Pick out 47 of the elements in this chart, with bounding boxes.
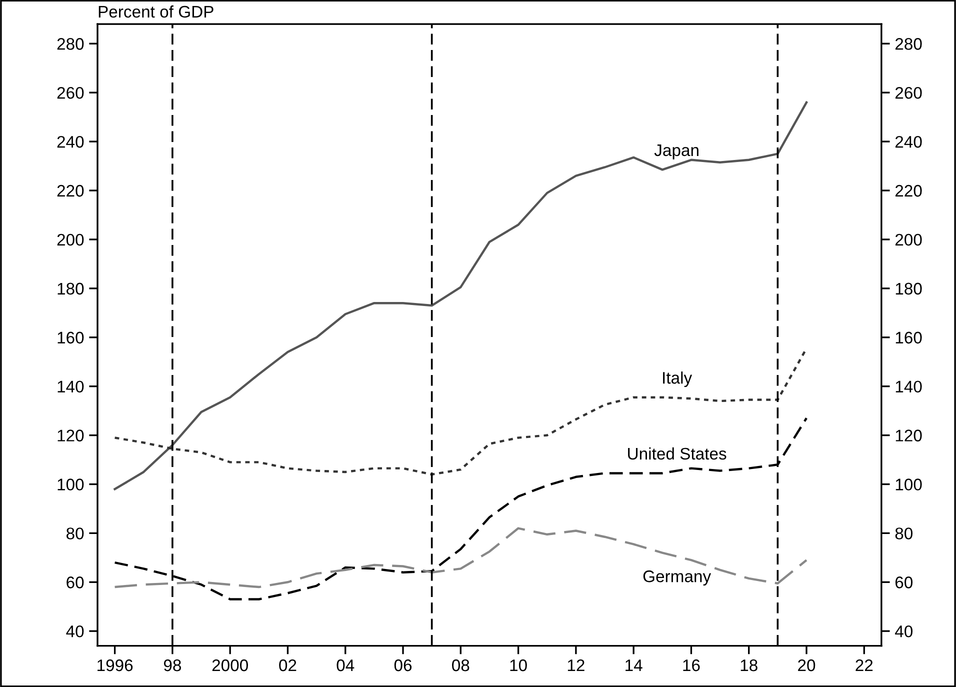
- x-tick-label: 18: [740, 659, 758, 672]
- y2-tick-label: 220: [895, 184, 922, 197]
- y-tick-label: 220: [57, 184, 84, 197]
- y-tick-label: 180: [58, 282, 84, 295]
- y2-tick-label: 160: [896, 332, 922, 344]
- y2-tick-label: 120: [896, 430, 922, 442]
- x-tick-label: 02: [279, 659, 296, 672]
- x-tick-label: 2000: [212, 659, 248, 672]
- y2-tick-label: 40: [895, 625, 913, 638]
- series-label: United States: [628, 447, 726, 460]
- series-label: Italy: [663, 372, 692, 388]
- series-label: Japan: [654, 144, 698, 160]
- x-tick-label: 98: [164, 659, 181, 672]
- series-label: Germany: [643, 570, 712, 586]
- y-tick-label: 140: [58, 380, 84, 393]
- x-tick-label: 10: [510, 659, 527, 672]
- y2-tick-label: 200: [895, 234, 922, 246]
- y2-tick-label: 60: [895, 576, 913, 588]
- y-tick-label: 60: [66, 576, 84, 588]
- x-tick-label: 22: [856, 659, 873, 672]
- line-series: [114, 101, 808, 490]
- y2-tick-label: 180: [896, 282, 922, 295]
- x-tick-label: 20: [798, 659, 816, 672]
- line-series: [114, 527, 808, 588]
- x-tick-label: 16: [683, 659, 700, 672]
- x-tick-label: 08: [452, 659, 470, 672]
- y-axis-title: Percent of GDP: [98, 5, 214, 18]
- y-tick-label: 200: [57, 234, 84, 246]
- y2-tick-label: 100: [896, 478, 922, 490]
- y-tick-label: 260: [57, 86, 84, 99]
- x-tick-label: 04: [336, 659, 354, 672]
- y-tick-label: 160: [58, 332, 84, 344]
- x-tick-label: 12: [568, 659, 584, 672]
- y2-tick-label: 280: [895, 38, 922, 50]
- y2-tick-label: 80: [895, 528, 913, 540]
- y-tick-label: 80: [66, 528, 84, 540]
- y-tick-label: 280: [57, 38, 84, 50]
- x-tick-label: 1996: [98, 659, 133, 672]
- x-tick-label: 06: [394, 659, 412, 672]
- y2-tick-label: 140: [896, 380, 922, 393]
- x-tick-label: 14: [626, 660, 642, 672]
- y2-tick-label: 260: [895, 86, 922, 99]
- y-tick-label: 40: [66, 625, 84, 638]
- y-tick-label: 100: [58, 478, 84, 490]
- y2-tick-label: 240: [895, 136, 922, 148]
- y-tick-label: 240: [57, 136, 84, 148]
- y-tick-label: 120: [58, 430, 84, 442]
